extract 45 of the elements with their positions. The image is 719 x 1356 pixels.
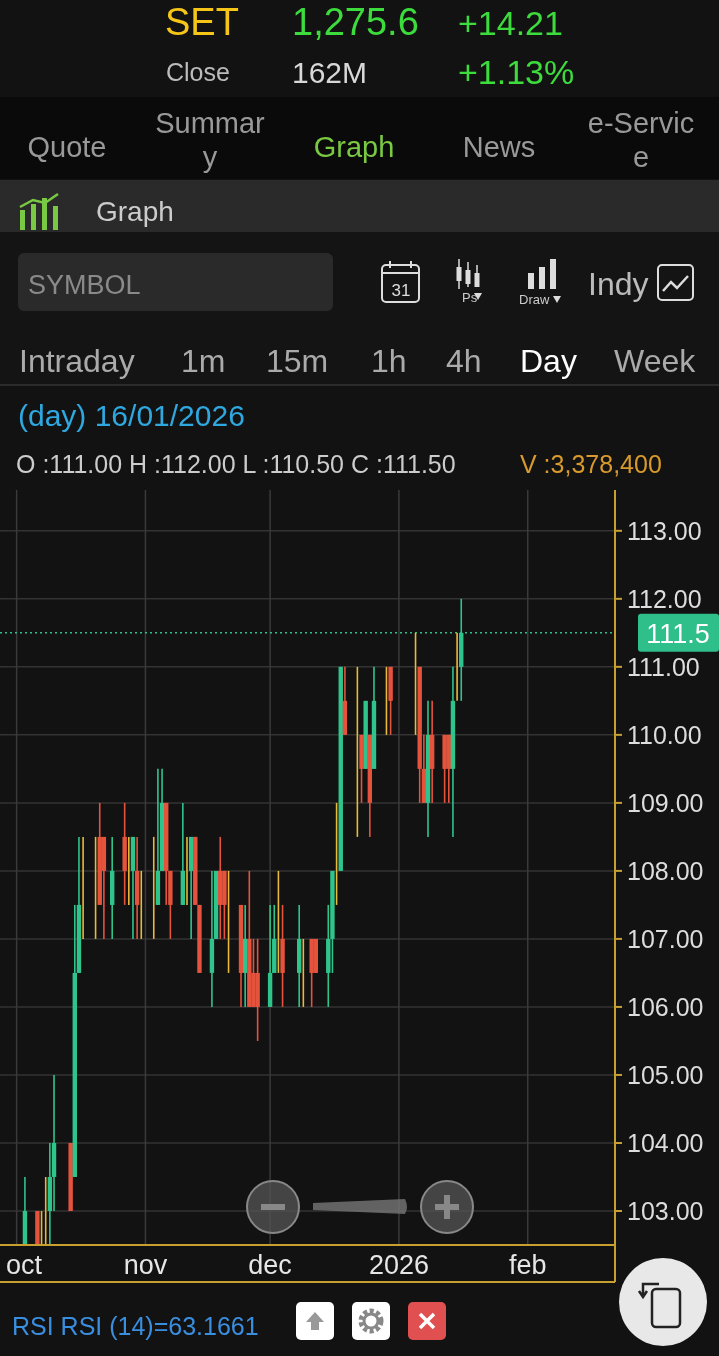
text: Close [166,58,230,86]
x-tick-label: feb [508,1250,547,1280]
y-tick-label: 110.00 [627,720,702,749]
y-tick-label: 107.00 [627,924,704,953]
x-tick-label: dec [248,1250,292,1280]
text: 1h [371,343,407,379]
text: +14.21 [458,4,563,42]
y-tick-label: 104.00 [627,1128,704,1157]
text: 4h [446,343,482,379]
text: Graph [96,196,174,227]
text: SET [165,1,239,43]
ref-line-label: 111.5 [646,618,710,649]
text: Intraday [19,343,135,379]
y-tick-label: 103.00 [627,1196,704,1225]
text: Quote [26,130,108,165]
text: News [461,130,537,165]
text: Draw [519,292,550,307]
y-tick-label: 108.00 [627,856,704,885]
text: RSI RSI (14)=63.1661 [12,1312,259,1340]
text: 1m [181,343,226,379]
text: Day [520,343,577,379]
y-tick-label: 111.00 [627,652,700,681]
text: Ps [462,290,478,305]
x-tick-label: nov [123,1250,168,1280]
text: 31 [391,281,411,300]
text: e-Service [586,106,696,175]
y-tick-label: 112.00 [627,584,702,613]
y-tick-label: 106.00 [627,992,704,1021]
y-tick-label: 113.00 [627,516,702,545]
text: Indy [588,266,649,302]
text: Summary [154,106,266,175]
x-tick-label: oct [5,1250,43,1280]
x-tick-label: 2026 [368,1250,429,1280]
text: V :3,378,400 [520,450,662,478]
text: SYMBOL [28,270,141,300]
text: Graph [312,130,396,165]
text: 1,275.6 [292,1,419,43]
text: 15m [266,343,329,379]
chart-title: (day) 16/01/2026 [18,399,245,432]
text: 162M [292,56,368,89]
y-tick-label: 109.00 [627,788,704,817]
text: O :111.00 H :112.00 L :110.50 C :111.50 [16,450,456,478]
y-tick-label: 105.00 [627,1060,704,1089]
text: Week [614,343,697,379]
text: +1.13% [458,53,575,91]
